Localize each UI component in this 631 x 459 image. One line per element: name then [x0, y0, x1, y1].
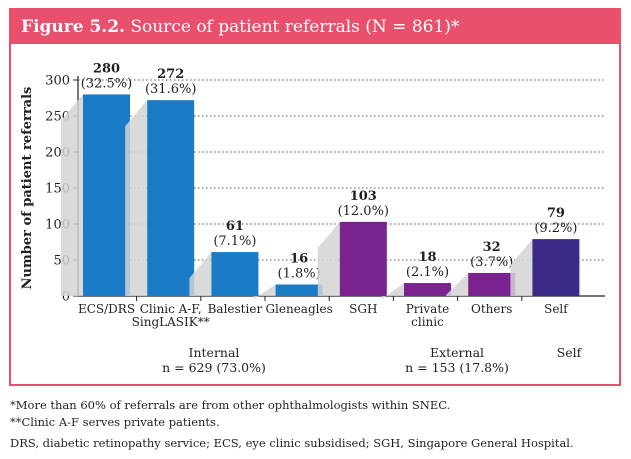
footnote-3: DRS, diabetic retinopathy service; ECS, …: [10, 436, 574, 450]
x-tick-label: Clinic A-F,: [140, 302, 202, 316]
y-axis-title: Number of patient referrals: [20, 87, 35, 290]
x-tick-label: Private: [406, 302, 450, 316]
data-label-percent: (31.6%): [145, 82, 196, 97]
group-summary-internal: n = 629 (73.0%): [162, 360, 266, 375]
bar: [83, 94, 130, 297]
data-label-count: 32: [483, 240, 501, 255]
x-tick-label: ECS/DRS: [78, 302, 135, 316]
data-label-count: 272: [157, 67, 184, 82]
bar: [147, 100, 195, 296]
data-label-count: 18: [418, 250, 436, 265]
data-label-percent: (12.0%): [338, 204, 389, 219]
bar-shadow: [125, 100, 148, 296]
footnote-1: *More than 60% of referrals are from oth…: [10, 398, 451, 412]
bar-shadow: [61, 94, 83, 297]
x-tick-label: SGH: [349, 302, 377, 316]
x-tick-label: Self: [544, 302, 569, 316]
y-tick-label: 0: [62, 290, 70, 305]
figure-frame: Figure 5.2. Source of patient referrals …: [9, 8, 621, 386]
x-tick-label: SingLASIK**: [132, 315, 210, 329]
bar-shadow: [510, 239, 533, 296]
data-label-count: 79: [547, 206, 565, 221]
x-tick-label: Gleneagles: [265, 302, 332, 316]
data-label-count: 280: [93, 61, 120, 76]
bar-chart: 050100150200250300Number of patient refe…: [20, 61, 605, 375]
group-label-self: Self: [557, 345, 583, 360]
data-label-percent: (2.1%): [406, 265, 449, 280]
data-label-percent: (7.1%): [213, 234, 256, 249]
bar: [532, 239, 580, 296]
bar-shadow: [317, 221, 340, 296]
figure-title: Source of patient referrals (N = 861)*: [130, 17, 460, 37]
y-tick-label: 300: [45, 74, 70, 89]
data-label-count: 61: [226, 219, 244, 234]
data-label-percent: (32.5%): [81, 76, 132, 91]
bar: [404, 283, 451, 296]
bar-shadow: [253, 284, 276, 300]
bar: [339, 221, 387, 296]
group-label-external: External: [430, 345, 484, 360]
x-tick-label: Balestier: [208, 302, 263, 316]
x-tick-label: Others: [471, 302, 512, 316]
data-label-percent: (9.2%): [534, 221, 577, 236]
data-label-percent: (3.7%): [470, 255, 513, 270]
bar-shadow: [189, 252, 212, 296]
figure-title-bar: Figure 5.2. Source of patient referrals …: [11, 10, 619, 44]
data-label-percent: (1.8%): [278, 266, 321, 281]
bar-shadow: [382, 283, 404, 299]
bar: [275, 284, 323, 296]
bar: [211, 252, 259, 296]
data-label-count: 16: [290, 251, 308, 266]
figure-label: Figure 5.2.: [21, 17, 125, 37]
bar: [468, 272, 516, 296]
group-label-internal: Internal: [189, 345, 240, 360]
x-tick-label: clinic: [411, 315, 444, 329]
footnote-2: **Clinic A-F serves private patients.: [10, 415, 220, 429]
group-summary-external: n = 153 (17.8%): [405, 360, 509, 375]
bar-shadow: [446, 272, 469, 296]
data-label-count: 103: [350, 189, 377, 204]
